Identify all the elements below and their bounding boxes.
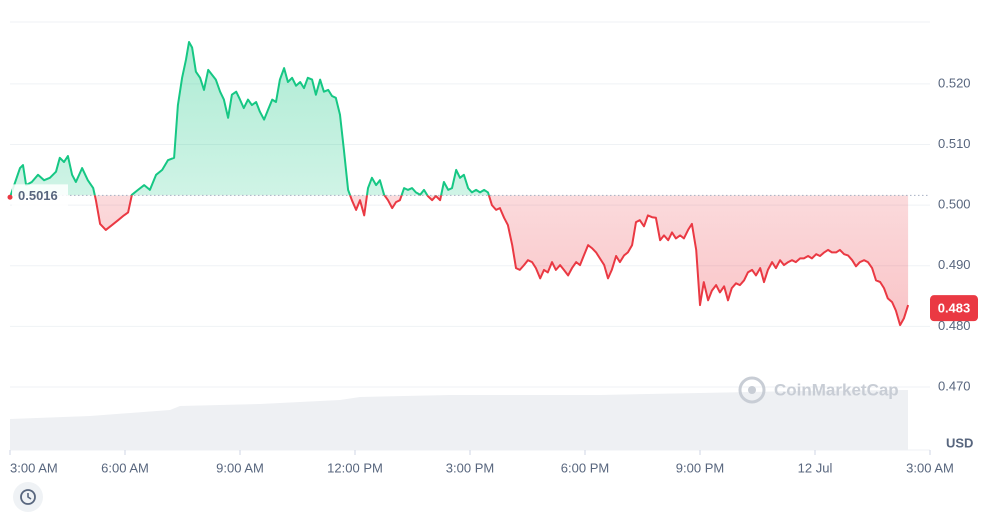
x-tick-label: 6:00 AM <box>101 460 149 475</box>
reference-label: 0.5016 <box>18 188 58 203</box>
x-tick-label: 3:00 AM <box>906 460 954 475</box>
reference-label-bg <box>12 184 68 207</box>
y-tick-label: 0.500 <box>938 197 971 212</box>
last-price-label: 0.483 <box>938 301 971 316</box>
y-tick-label: 0.510 <box>938 136 971 151</box>
x-tick-label: 6:00 PM <box>561 460 609 475</box>
x-tick-label: 9:00 PM <box>676 460 724 475</box>
area-up <box>10 42 489 196</box>
x-tick-label: 3:00 AM <box>10 460 58 475</box>
x-tick-label: 12:00 PM <box>327 460 383 475</box>
y-tick-label: 0.520 <box>938 75 971 90</box>
currency-label: USD <box>946 435 973 450</box>
volume-area <box>10 390 908 450</box>
x-tick-label: 12 Jul <box>798 460 833 475</box>
watermark-text: CoinMarketCap <box>774 380 899 399</box>
last-price-badge <box>930 295 978 322</box>
y-tick-label: 0.470 <box>938 378 971 393</box>
y-tick-label: 0.480 <box>938 318 971 333</box>
price-line-up <box>9 41 490 196</box>
history-button[interactable] <box>13 482 43 512</box>
area-down <box>10 195 909 326</box>
x-tick-label: 3:00 PM <box>446 460 494 475</box>
watermark: CoinMarketCap <box>738 376 899 404</box>
price-line-down <box>9 195 910 327</box>
y-tick-label: 0.490 <box>938 257 971 272</box>
x-tick-label: 9:00 AM <box>216 460 264 475</box>
start-dot <box>7 194 13 200</box>
